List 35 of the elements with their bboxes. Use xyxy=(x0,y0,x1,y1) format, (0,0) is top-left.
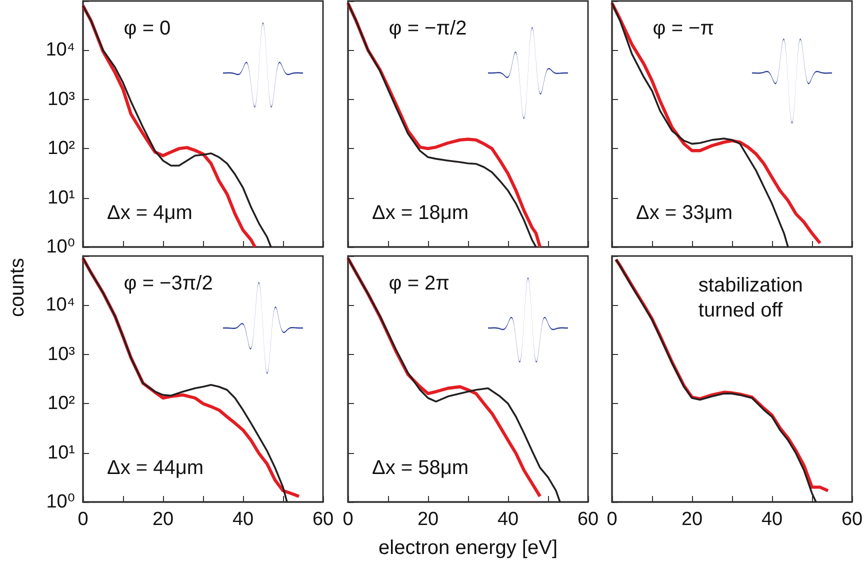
x-tick-label: 60 xyxy=(841,509,863,530)
y-tick-label: 10² xyxy=(48,138,75,160)
annotation: Δx = 4μm xyxy=(107,202,192,224)
y-tick-label: 10³ xyxy=(48,88,75,110)
annotation: φ = −π/2 xyxy=(388,17,467,40)
y-axis-title: counts xyxy=(6,257,30,319)
y-tick-label: 10² xyxy=(48,393,75,414)
annotation: φ = 2π xyxy=(388,272,450,294)
annotation: φ = 0 xyxy=(124,17,171,40)
annotation: Δx = 44μm xyxy=(107,456,204,479)
y-tick-label: 10⁰ xyxy=(46,236,75,258)
x-tick-label: 20 xyxy=(417,509,439,530)
y-tick-label: 10⁴ xyxy=(46,40,75,61)
x-tick-label: 0 xyxy=(342,509,354,530)
y-tick-label: 10¹ xyxy=(48,442,75,464)
y-tick-label: 10⁴ xyxy=(46,294,75,316)
annotation: Δx = 58μm xyxy=(372,456,469,479)
annotation: φ = −3π/2 xyxy=(124,272,213,294)
annotation: Δx = 33μm xyxy=(636,202,733,224)
x-tick-label: 20 xyxy=(681,509,703,530)
annotation: φ = −π xyxy=(652,17,714,40)
y-tick-label: 10⁰ xyxy=(46,492,75,512)
x-tick-label: 60 xyxy=(577,509,599,530)
annotation: stabilization turned off xyxy=(698,274,808,322)
x-tick-label: 40 xyxy=(497,509,519,530)
x-tick-label: 60 xyxy=(312,509,334,530)
x-tick-label: 0 xyxy=(78,509,88,530)
x-tick-label: 20 xyxy=(152,509,174,530)
y-tick-label: 10³ xyxy=(48,344,75,365)
y-tick-label: 10¹ xyxy=(48,187,75,208)
x-axis-title: electron energy [eV] xyxy=(378,537,558,560)
x-tick-label: 40 xyxy=(761,509,783,530)
x-tick-label: 40 xyxy=(232,509,254,530)
x-tick-label: 0 xyxy=(606,509,618,530)
annotation: Δx = 18μm xyxy=(372,202,469,224)
